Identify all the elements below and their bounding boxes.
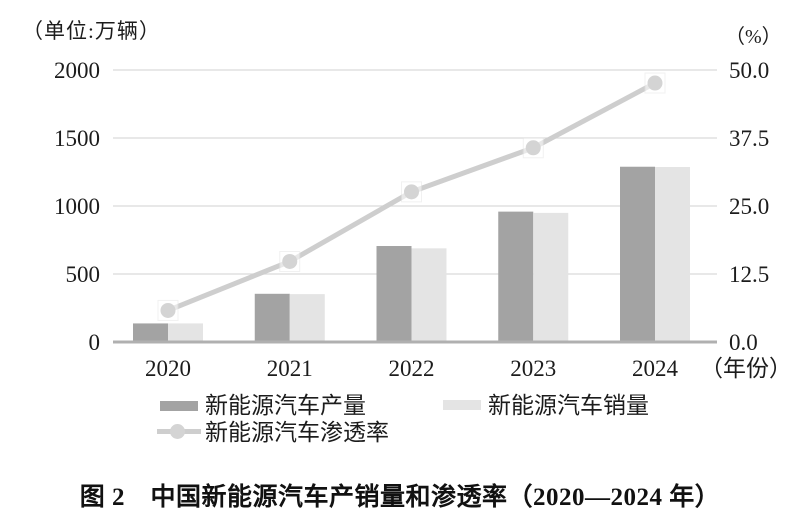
penetration-marker-2024 [647,75,663,91]
bar-sales-2023 [533,212,569,342]
chart-plot-area: 0 0.0 500 12.5 1000 25.0 1500 37.5 2000 50.0 2020 2… [54,58,792,381]
right-axis-tick-label: 50.0 [729,58,769,83]
x-axis-suffix-label: （年份） [700,356,792,381]
bar-sales-2022 [411,248,447,342]
penetration-marker-2022 [404,184,419,200]
bar-sales-2020 [168,323,203,342]
sales-legend-swatch [443,400,481,410]
penetration-marker-2021 [282,253,298,269]
right-axis-tick-label: 37.5 [729,126,769,151]
bar-sales-2021 [289,294,325,342]
production-legend-swatch [160,401,198,411]
x-axis-label-2022: 2022 [389,356,435,381]
left-axis-tick-label: 1000 [54,194,100,219]
penetration-legend-label: 新能源汽车渗透率 [205,420,389,445]
figure-caption: 图 2 中国新能源汽车产销量和渗透率（2020—2024 年） [79,484,721,511]
x-axis-label-2020: 2020 [145,356,191,381]
x-axis-label-2024: 2024 [632,356,679,381]
bar-production-2021 [254,293,290,342]
left-axis-tick-label: 0 [89,330,101,355]
right-axis-tick-label: 25.0 [729,194,769,219]
left-axis-tick-label: 2000 [54,58,100,83]
x-axis-label-2023: 2023 [510,356,556,381]
right-axis-tick-label: 0.0 [729,330,758,355]
bar-production-2020 [133,323,168,342]
right-axis-tick-label: 12.5 [729,262,769,287]
bar-production-2024 [620,166,655,342]
x-axis-label-2021: 2021 [267,356,313,381]
bar-sales-2024 [655,167,690,342]
production-legend-label: 新能源汽车产量 [205,393,366,418]
left-axis-unit-label: （单位:万辆） [22,19,161,43]
left-axis-tick-label: 1500 [54,126,100,151]
penetration-legend-marker-icon [170,424,185,439]
right-axis-unit-label: （%） [725,26,782,48]
penetration-marker-2023 [525,140,541,156]
bar-production-2022 [376,246,412,342]
sales-legend-label: 新能源汽车销量 [488,393,649,418]
penetration-marker-2020 [160,302,176,318]
left-axis-tick-label: 500 [66,262,101,287]
bar-production-2023 [498,211,534,342]
